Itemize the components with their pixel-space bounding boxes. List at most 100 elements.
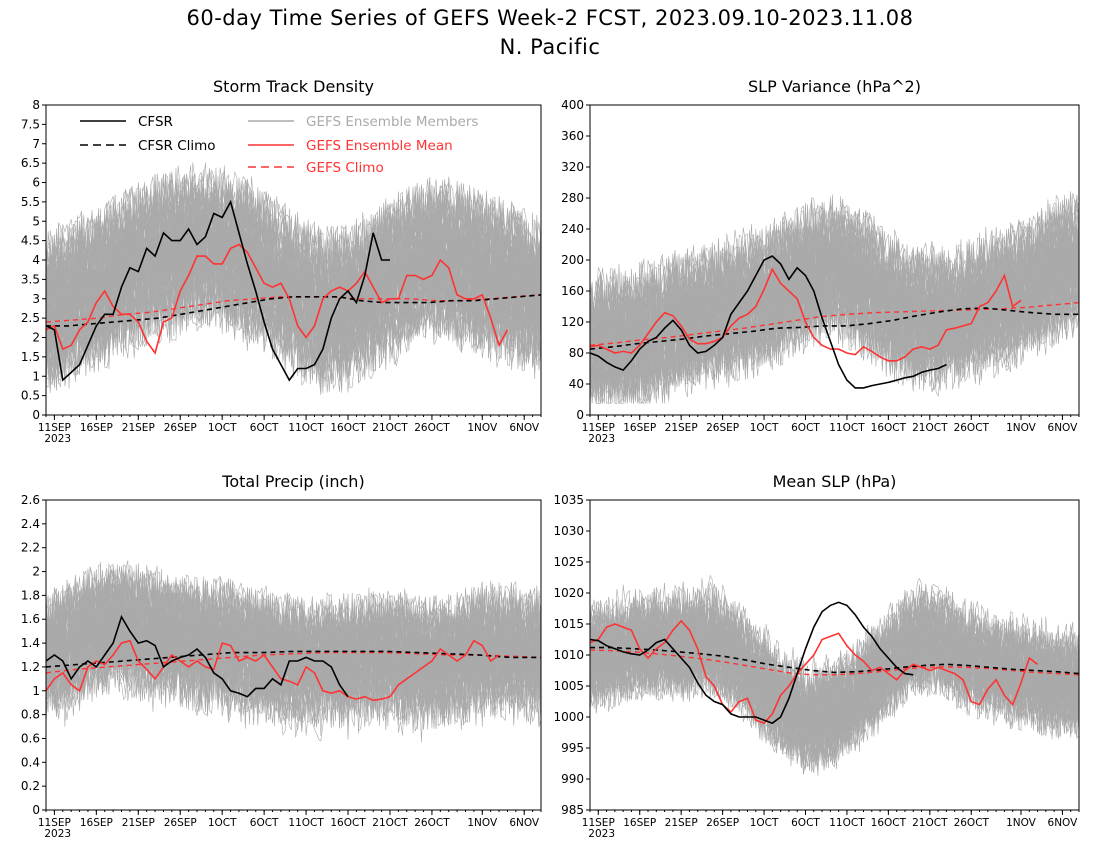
x-tick-label: 6OCT	[791, 422, 820, 434]
y-tick-label: 1015	[553, 617, 584, 631]
y-tick-label: 1000	[553, 710, 584, 724]
y-tick-label: 985	[561, 803, 584, 817]
x-tick-label: 21SEP	[122, 422, 155, 434]
x-tick-label: 6OCT	[791, 817, 820, 829]
y-tick-label: 320	[561, 160, 584, 174]
ensemble-members	[590, 574, 1079, 777]
y-tick-label: 240	[561, 222, 584, 236]
y-tick-label: 1.4	[21, 636, 40, 650]
y-tick-label: 160	[561, 284, 584, 298]
y-tick-label: 1020	[553, 586, 584, 600]
y-tick-label: 2.2	[21, 541, 40, 555]
plot-frame	[45, 499, 542, 811]
y-tick-label: 1035	[553, 493, 584, 507]
plot-area	[590, 574, 1079, 777]
y-tick-label: 7	[32, 137, 40, 151]
panel-1: Storm Track Density 0 0.5 1 1.5 2 2.5 3 3.5 4 4.5 5…	[21, 77, 542, 445]
x-tick-label: 21OCT	[372, 817, 408, 829]
y-tick-label: 1	[32, 369, 40, 383]
y-tick-label: 3.5	[21, 272, 40, 286]
panel-title: Total Precip (inch)	[221, 472, 364, 491]
y-tick-label: 7.5	[21, 117, 40, 131]
x-tick-label: 21OCT	[372, 422, 408, 434]
plot-area	[46, 162, 541, 395]
x-tick-label: 16OCT	[330, 817, 366, 829]
y-tick-label: 2.6	[21, 493, 40, 507]
x-tick-label: 21SEP	[122, 817, 155, 829]
plot-area	[46, 560, 541, 743]
panel-3: Total Precip (inch) 0 0.2 0.4 0.6 0.8 1 1.2 1.4 1…	[21, 472, 542, 840]
x-year-label: 2023	[44, 828, 71, 840]
x-tick-label: 21SEP	[665, 817, 698, 829]
y-tick-label: 5.5	[21, 195, 40, 209]
y-tick-label: 6	[32, 176, 40, 190]
series-cfsr-climo	[46, 650, 541, 668]
ensemble-members	[590, 191, 1079, 405]
x-tick-label: 11OCT	[829, 817, 865, 829]
ensemble-member-line	[590, 593, 1079, 741]
y-tick-label: 400	[561, 98, 584, 112]
y-tick-label: 0.8	[21, 708, 40, 722]
figure-subtitle: N. Pacific	[499, 35, 601, 59]
y-tick-label: 4	[32, 253, 40, 267]
y-tick-label: 1.2	[21, 660, 40, 674]
y-tick-label: 995	[561, 741, 584, 755]
legend-label: GEFS Ensemble Members	[306, 114, 478, 130]
x-tick-label: 6NOV	[509, 817, 540, 829]
y-tick-label: 1.8	[21, 588, 40, 602]
y-tick-label: 1.5	[21, 350, 40, 364]
series-cfsr-climo	[46, 294, 541, 327]
panel-title: SLP Variance (hPa^2)	[748, 77, 921, 96]
x-tick-label: 21SEP	[665, 422, 698, 434]
legend-label: CFSR	[138, 114, 173, 130]
x-tick-label: 26SEP	[164, 422, 197, 434]
y-tick-label: 3	[32, 292, 40, 306]
panel-4: Mean SLP (hPa) 985 990 995 1000 1005 1010 1015 1…	[553, 472, 1080, 840]
x-tick-label: 1NOV	[1006, 422, 1037, 434]
ensemble-member-line	[46, 574, 541, 696]
ensemble-member-line	[46, 605, 541, 725]
series-gefs-ensemble-mean	[46, 639, 500, 702]
y-tick-label: 360	[561, 129, 584, 143]
series-gefs-ensemble-mean	[590, 267, 1022, 362]
x-tick-label: 26OCT	[414, 422, 450, 434]
ensemble-member-line	[590, 250, 1079, 402]
x-year-label: 2023	[588, 828, 615, 840]
series-cfsr-climo	[590, 307, 1079, 350]
x-tick-label: 6OCT	[250, 817, 279, 829]
x-tick-label: 11OCT	[288, 422, 324, 434]
ensemble-member-line	[46, 221, 541, 384]
x-tick-label: 26SEP	[164, 817, 197, 829]
legend: CFSR CFSR Climo GEFS Ensemble Members GEFS …	[80, 114, 478, 176]
y-tick-label: 0.5	[21, 389, 40, 403]
y-tick-label: 0	[32, 408, 40, 422]
ensemble-members	[46, 162, 541, 395]
y-tick-label: 990	[561, 772, 584, 786]
x-tick-label: 11OCT	[829, 422, 865, 434]
x-tick-label: 16OCT	[871, 817, 907, 829]
ensemble-member-line	[590, 595, 1079, 743]
series-gefs-ensemble-mean	[46, 243, 509, 355]
x-tick-label: 11OCT	[288, 817, 324, 829]
y-tick-label: 280	[561, 191, 584, 205]
x-tick-label: 1NOV	[467, 422, 498, 434]
x-tick-label: 6NOV	[1048, 422, 1079, 434]
series-cfsr	[46, 199, 390, 382]
y-tick-label: 5	[32, 214, 40, 228]
y-tick-label: 1010	[553, 648, 584, 662]
series-cfsr	[46, 614, 349, 698]
ensemble-member-line	[46, 193, 541, 351]
x-tick-label: 6NOV	[1048, 817, 1079, 829]
x-tick-label: 26OCT	[414, 817, 450, 829]
series-cfsr-climo	[590, 646, 1079, 675]
x-tick-label: 16SEP	[80, 422, 113, 434]
x-tick-label: 16SEP	[623, 817, 656, 829]
y-tick-label: 120	[561, 315, 584, 329]
x-tick-label: 16SEP	[80, 817, 113, 829]
series-gefs-climo	[46, 651, 541, 674]
legend-label: GEFS Climo	[306, 160, 384, 176]
ensemble-member-line	[46, 228, 541, 391]
legend-label: GEFS Ensemble Mean	[306, 138, 453, 154]
series-cfsr	[590, 255, 947, 389]
